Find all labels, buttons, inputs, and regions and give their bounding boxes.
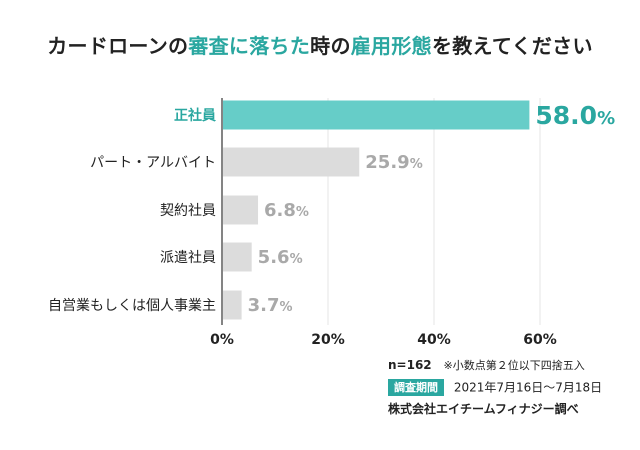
title-part-1: 審査に落ちた bbox=[188, 34, 311, 58]
title-part-2: 時の bbox=[310, 34, 351, 58]
source-row: 株式会社エイチームフィナジー調べ bbox=[388, 398, 602, 420]
sample-row: n=162 ※小数点第２位以下四捨五入 bbox=[388, 354, 602, 376]
value-label: 6.8% bbox=[264, 200, 309, 221]
sample-size: n=162 bbox=[388, 358, 432, 372]
title-part-4: を教えてください bbox=[431, 34, 593, 58]
bar bbox=[223, 147, 360, 177]
category-label: パート・アルバイト bbox=[90, 155, 216, 171]
value-label: 5.6% bbox=[258, 247, 303, 268]
bar bbox=[223, 290, 242, 320]
chart-notes: n=162 ※小数点第２位以下四捨五入 調査期間 2021年7月16日〜7月18… bbox=[388, 354, 602, 420]
source-company: 株式会社エイチームフィナジー調べ bbox=[388, 402, 579, 416]
rounding-note: ※小数点第２位以下四捨五入 bbox=[443, 359, 585, 372]
x-tick-label: 20% bbox=[311, 332, 345, 348]
category-label: 自営業もしくは個人事業主 bbox=[48, 298, 216, 314]
value-label: 58.0% bbox=[535, 101, 615, 130]
period-badge: 調査期間 bbox=[388, 379, 444, 396]
bar bbox=[223, 242, 252, 272]
x-tick-label: 0% bbox=[210, 332, 234, 348]
category-label: 契約社員 bbox=[160, 203, 216, 219]
category-label: 正社員 bbox=[174, 107, 216, 124]
title-part-3: 雇用形態 bbox=[350, 34, 432, 58]
chart-title: カードローンの審査に落ちた時の雇用形態を教えてください bbox=[0, 30, 640, 59]
bar bbox=[223, 195, 259, 225]
bar bbox=[223, 100, 530, 130]
x-tick-label: 60% bbox=[523, 332, 557, 348]
period-value: 2021年7月16日〜7月18日 bbox=[453, 380, 603, 395]
value-label: 3.7% bbox=[248, 295, 293, 316]
title-part-0: カードローンの bbox=[47, 34, 189, 58]
value-label: 25.9% bbox=[365, 152, 422, 173]
category-label: 派遣社員 bbox=[160, 250, 216, 266]
period-row: 調査期間 2021年7月16日〜7月18日 bbox=[388, 376, 602, 398]
x-tick-label: 40% bbox=[417, 332, 451, 348]
